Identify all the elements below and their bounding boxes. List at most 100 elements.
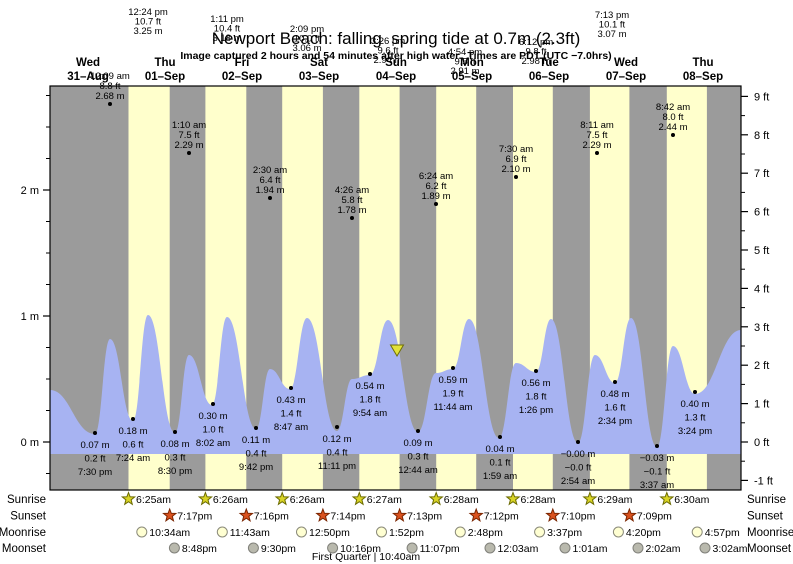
day-name: Wed xyxy=(614,57,638,69)
low-tide-meters: 0.54 m xyxy=(355,381,384,392)
high-tide-meters: 2.29 m xyxy=(582,140,611,151)
day-date: 05–Sep xyxy=(452,71,492,83)
high-tide-dot xyxy=(187,151,191,155)
moonset-circle-icon xyxy=(327,542,339,554)
low-tide-dot xyxy=(368,372,372,376)
low-tide-time: 8:02 am xyxy=(196,438,230,449)
high-tide-time: 2:30 am xyxy=(253,165,287,176)
low-tide-feet: −0.1 ft xyxy=(644,467,671,478)
sunset-star-icon xyxy=(392,507,408,522)
high-tide-dot xyxy=(434,202,438,206)
moonset-circle-icon xyxy=(699,542,711,554)
sunrise-star-icon xyxy=(505,491,521,506)
astro-event-time: 6:28am xyxy=(521,494,556,506)
low-tide-time: 7:24 am xyxy=(116,453,150,464)
astro-event-time: 6:25am xyxy=(136,494,171,506)
day-name: Thu xyxy=(692,57,713,69)
low-tide-time: 11:11 pm xyxy=(318,461,356,472)
high-tide-feet: 6.4 ft xyxy=(259,175,280,186)
low-tide-time: 8:30 pm xyxy=(158,466,192,477)
low-tide-meters: 0.07 m xyxy=(80,440,109,451)
high-tide-meters: 3.06 m xyxy=(292,43,321,54)
moonrise-circle-icon xyxy=(534,526,546,538)
astro-row-label-right: Moonrise xyxy=(747,527,793,539)
sunset-star-icon xyxy=(621,507,637,522)
high-tide-feet: 9.5 ft xyxy=(454,57,475,68)
right-axis-label: 5 ft xyxy=(754,245,769,257)
high-tide-dot xyxy=(595,151,599,155)
day-name: Sat xyxy=(310,57,328,69)
low-tide-meters: 0.43 m xyxy=(276,395,305,406)
low-tide-time: 8:47 am xyxy=(274,422,308,433)
right-axis-label: 7 ft xyxy=(754,168,769,180)
low-tide-meters: 0.56 m xyxy=(521,378,550,389)
sunrise-star-icon xyxy=(351,491,367,506)
high-tide-time: 4:54 pm xyxy=(448,47,482,58)
sunset-star-icon xyxy=(545,507,561,522)
low-tide-meters: 0.48 m xyxy=(600,389,629,400)
astro-event-time: 6:29am xyxy=(597,494,632,506)
low-tide-dot xyxy=(254,426,258,430)
right-axis-label: 1 ft xyxy=(754,399,769,411)
high-tide-time: 4:26 am xyxy=(335,185,369,196)
high-tide-meters: 2.68 m xyxy=(95,91,124,102)
day-name: Fri xyxy=(235,57,250,69)
low-tide-meters: 0.18 m xyxy=(118,426,147,437)
low-tide-time: 2:54 am xyxy=(561,476,595,487)
high-tide-meters: 2.10 m xyxy=(501,164,530,175)
day-date: 08–Sep xyxy=(683,71,723,83)
day-name: Sun xyxy=(385,57,407,69)
high-tide-feet: 10.0 ft xyxy=(294,34,321,45)
high-tide-time: 12:09 am xyxy=(90,71,130,82)
astro-event-time: 4:57pm xyxy=(705,527,740,539)
low-tide-dot xyxy=(131,417,135,421)
high-tide-feet: 10.1 ft xyxy=(599,20,626,31)
high-tide-meters: 2.44 m xyxy=(658,122,687,133)
low-tide-meters: 0.09 m xyxy=(403,438,432,449)
high-tide-meters: 1.94 m xyxy=(255,185,284,196)
low-tide-feet: 0.6 ft xyxy=(122,440,143,451)
low-tide-feet: 1.4 ft xyxy=(280,409,301,420)
astro-event-time: 7:09pm xyxy=(637,511,672,523)
astro-event-time: 2:48pm xyxy=(468,527,503,539)
day-name: Wed xyxy=(76,57,100,69)
left-axis-label: 1 m xyxy=(21,311,39,323)
low-tide-feet: 1.8 ft xyxy=(359,395,380,406)
right-axis-label: 4 ft xyxy=(754,283,769,295)
high-tide-meters: 3.25 m xyxy=(133,26,162,37)
moonset-circle-icon xyxy=(247,542,259,554)
high-tide-dot xyxy=(108,102,112,106)
high-tide-dot xyxy=(268,196,272,200)
day-date: 03–Sep xyxy=(299,71,339,83)
astro-event-time: 10:16pm xyxy=(340,543,381,555)
low-tide-feet: 1.6 ft xyxy=(604,403,625,414)
right-axis-label: 6 ft xyxy=(754,207,769,219)
astro-row-label-left: Sunrise xyxy=(7,494,46,506)
astro-event-time: 6:27am xyxy=(367,494,402,506)
low-tide-dot xyxy=(693,390,697,394)
moonrise-circle-icon xyxy=(296,526,307,538)
astro-event-time: 3:37pm xyxy=(547,527,582,539)
high-tide-meters: 2.94 m xyxy=(373,55,402,66)
astro-row-label-right: Sunrise xyxy=(747,494,786,506)
low-tide-meters: 0.11 m xyxy=(242,435,270,446)
high-tide-meters: 3.18 m xyxy=(212,33,241,44)
high-tide-meters: 1.78 m xyxy=(337,205,366,216)
high-tide-time: 1:11 pm xyxy=(210,14,244,25)
low-tide-time: 12:44 am xyxy=(398,465,438,476)
low-tide-dot xyxy=(416,429,420,433)
astro-event-time: 10:34am xyxy=(149,527,190,539)
high-tide-feet: 8.0 ft xyxy=(662,112,683,123)
tide-curve-area xyxy=(50,315,741,454)
low-tide-dot xyxy=(534,369,538,373)
astro-row-label-right: Sunset xyxy=(747,511,784,523)
high-tide-meters: 2.91 m xyxy=(450,66,479,77)
low-tide-meters: 0.08 m xyxy=(160,439,189,450)
high-tide-feet: 5.8 ft xyxy=(341,195,362,206)
high-tide-time: 8:11 am xyxy=(580,120,614,131)
low-tide-meters: 0.59 m xyxy=(438,375,467,386)
low-tide-meters: 0.04 m xyxy=(485,444,514,455)
moonrise-circle-icon xyxy=(216,526,228,538)
astro-event-time: 1:52pm xyxy=(389,527,424,539)
